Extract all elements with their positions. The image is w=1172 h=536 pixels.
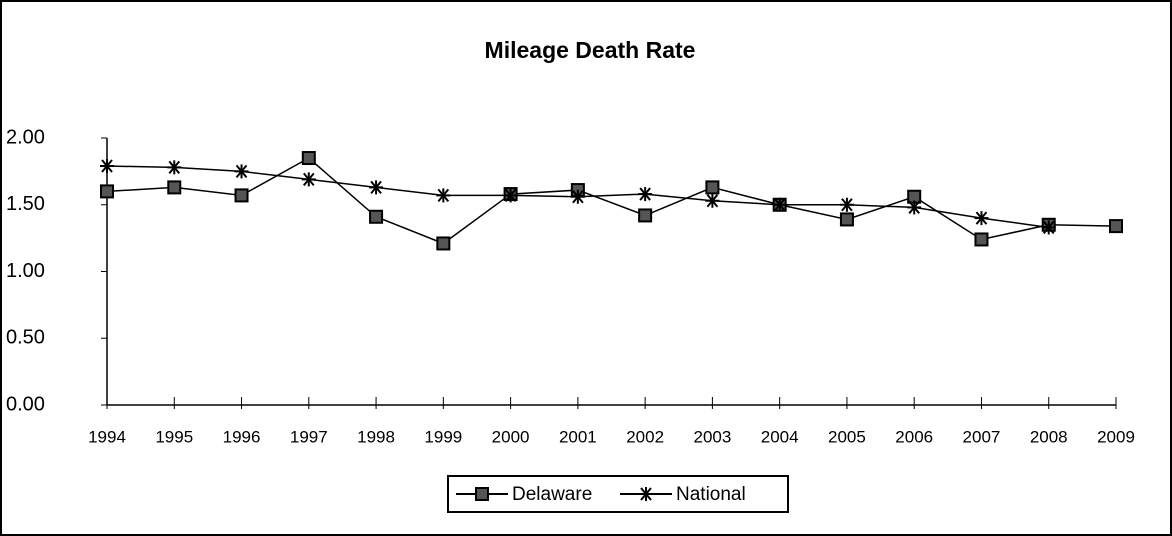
data-point <box>503 188 518 203</box>
x-tick-label: 2005 <box>828 427 866 446</box>
data-point <box>301 151 316 166</box>
x-tick-label: 2008 <box>1030 427 1068 446</box>
data-point <box>436 236 451 251</box>
chart-title: Mileage Death Rate <box>485 37 696 63</box>
data-point <box>100 159 114 174</box>
data-point <box>839 212 854 227</box>
x-tick-label: 1998 <box>357 427 395 446</box>
data-point <box>839 197 854 212</box>
x-tick-label: 2003 <box>693 427 731 446</box>
data-point <box>638 187 653 202</box>
x-tick-label: 1994 <box>88 427 126 446</box>
x-tick-label: 2009 <box>1097 427 1135 446</box>
legend-marker <box>639 487 653 501</box>
y-tick-label: 0.00 <box>6 393 45 415</box>
data-point <box>369 180 384 195</box>
data-point <box>570 189 585 204</box>
data-point <box>234 164 249 179</box>
data-point <box>100 184 114 199</box>
legend: Delaware National <box>447 475 789 513</box>
y-tick-label: 1.00 <box>6 260 45 282</box>
data-point <box>369 209 384 224</box>
y-tick-label: 2.00 <box>6 126 45 148</box>
x-tick-label: 2001 <box>559 427 597 446</box>
data-point <box>974 211 989 226</box>
data-point <box>705 180 720 195</box>
y-tick-label: 1.50 <box>6 193 45 215</box>
x-tick-label: 1999 <box>424 427 462 446</box>
x-tick-label: 2004 <box>761 427 799 446</box>
data-point <box>1109 219 1123 234</box>
data-point <box>1041 220 1056 235</box>
data-point <box>167 180 182 195</box>
y-tick-label: 0.50 <box>6 327 45 349</box>
x-tick-label: 2002 <box>626 427 664 446</box>
x-tick-label: 2007 <box>963 427 1001 446</box>
x-tick-label: 1996 <box>223 427 261 446</box>
legend-label: Delaware <box>512 484 592 505</box>
legend-marker <box>475 487 489 501</box>
data-point <box>772 197 787 212</box>
data-point <box>436 188 451 203</box>
data-point <box>301 172 316 187</box>
legend-label: National <box>676 484 746 505</box>
data-point <box>907 200 922 215</box>
data-point <box>638 208 653 223</box>
data-point <box>974 232 989 247</box>
data-point <box>705 193 720 208</box>
x-tick-label: 1997 <box>290 427 328 446</box>
x-tick-label: 2006 <box>895 427 933 446</box>
x-tick-label: 1995 <box>155 427 193 446</box>
data-point <box>234 188 249 203</box>
data-point <box>167 160 182 175</box>
x-tick-label: 2000 <box>492 427 530 446</box>
series-line <box>106 157 1117 245</box>
